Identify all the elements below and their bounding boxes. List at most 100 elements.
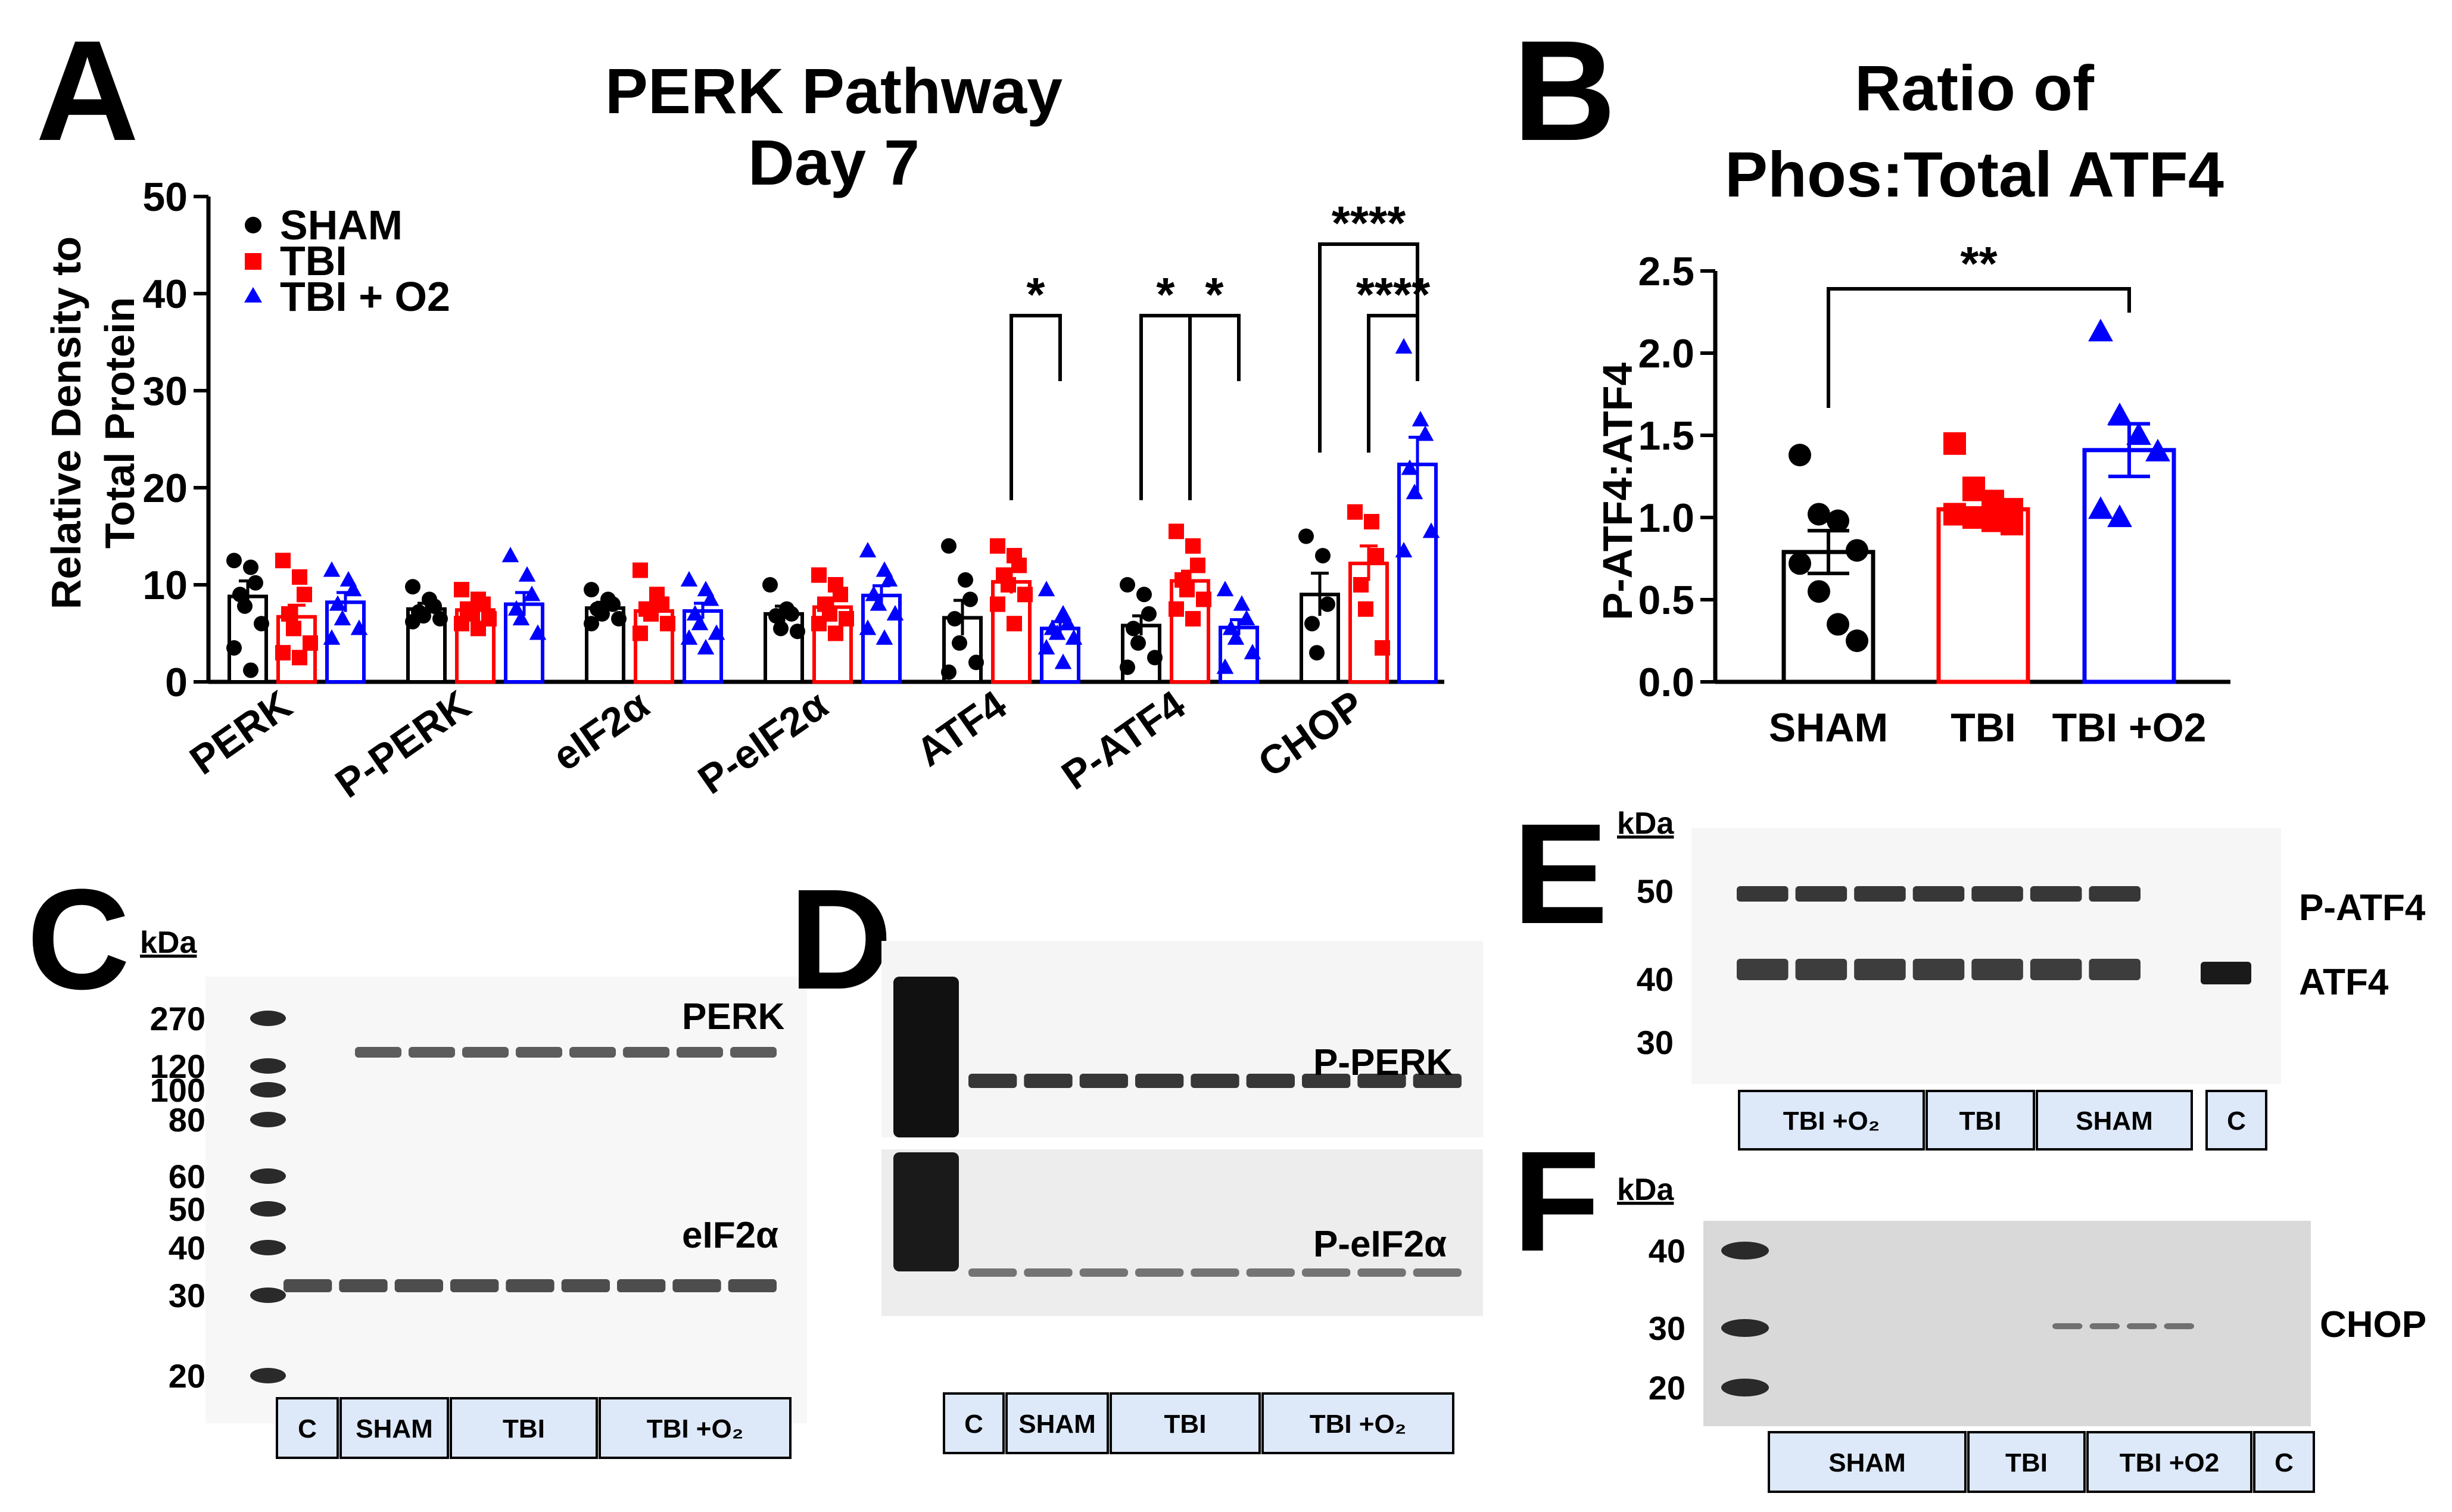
panel-f: F kDa 40 30 20 CHOP SHAM TBI TBI +O2 C <box>1513 1121 2426 1493</box>
panel-c-ladder-band <box>250 1011 286 1026</box>
point-b-sham <box>1808 580 1830 603</box>
point-p-atf4-tbi-o2 <box>1238 610 1255 626</box>
point-b-sham <box>1846 539 1868 562</box>
panel-c-bands <box>283 1047 777 1292</box>
panel-a-ytick-label-50: 50 <box>142 174 188 220</box>
panel-c-blot <box>205 977 807 1423</box>
panel-f-ladder <box>1721 1242 1769 1396</box>
panel-b-category-tbi-o2: TBI +O2 <box>2052 705 2207 750</box>
panel-f-lane-label-sham: SHAM <box>1828 1448 1906 1477</box>
panel-b: B Ratio of Phos:Total ATF4 P-ATF4:ATF4 0… <box>1513 11 2230 750</box>
panel-e-patf4-band <box>1737 886 1789 902</box>
panel-a-ytick-label-10: 10 <box>142 563 188 608</box>
panel-c-ladder-band <box>250 1240 286 1255</box>
point-atf4-sham <box>952 635 967 651</box>
point-chop-tbi <box>1358 601 1373 617</box>
point-eif2-sham <box>584 616 599 632</box>
bar-chop-tbi-o2 <box>1397 462 1438 684</box>
panel-b-significance: ** <box>1827 237 2131 408</box>
sig-label-chop-3: **** <box>1332 197 1406 250</box>
point-p-atf4-tbi-o2 <box>1227 629 1245 645</box>
panel-e-atf4-band <box>1795 959 1847 980</box>
panel-e-band-patf4: P-ATF4 <box>2299 887 2426 928</box>
point-perk-tbi <box>292 569 307 585</box>
panel-d-peif2a-band <box>1302 1268 1351 1277</box>
sig-bracket-b <box>1827 287 2131 408</box>
point-p-perk-tbi <box>454 616 469 632</box>
panel-d-pperk-band <box>1413 1074 1462 1088</box>
panel-c-ladder-band <box>250 1112 286 1127</box>
point-p-eif2-sham <box>784 606 799 622</box>
panel-c-marker-50: 50 <box>169 1190 205 1228</box>
panel-a-legend: SHAM TBI TBI + O2 <box>244 202 450 320</box>
point-perk-sham <box>226 553 242 569</box>
panel-a-title-line2: Day 7 <box>748 126 920 198</box>
panel-d-pperk-band <box>1024 1074 1073 1088</box>
point-atf4-sham <box>941 538 957 554</box>
panel-d-peif2a-band <box>1246 1268 1295 1277</box>
panel-c-eif2a-band <box>561 1279 610 1292</box>
point-chop-sham <box>1315 548 1331 564</box>
sig-bracket-chop-4 <box>1367 314 1419 453</box>
panel-d-peif2a-band <box>1024 1268 1073 1277</box>
point-p-atf4-tbi <box>1190 557 1205 573</box>
point-chop-tbi <box>1364 514 1379 530</box>
panel-f-lane-box-tbi-o2 <box>2086 1431 2252 1493</box>
point-eif2-tbi <box>633 562 648 578</box>
point-p-atf4-tbi <box>1185 611 1201 627</box>
panel-a-ylabel-line1: Relative Density to <box>43 236 89 609</box>
panel-f-chop-band <box>2052 1323 2083 1329</box>
point-p-atf4-tbi-o2 <box>1216 581 1234 597</box>
point-b-tbi <box>1981 490 2004 513</box>
panel-f-ladder-band <box>1721 1379 1769 1396</box>
panel-d-ladder-top <box>893 977 959 1137</box>
panel-c-marker-40: 40 <box>169 1229 205 1267</box>
panel-f-marker-30: 30 <box>1649 1310 1685 1347</box>
panel-e-blot <box>1691 828 2281 1084</box>
panel-d-pperk-band <box>1302 1074 1351 1088</box>
bar-b-tbi-o2 <box>2082 448 2176 684</box>
point-chop-sham <box>1309 645 1325 661</box>
point-perk-tbi <box>281 606 297 622</box>
panel-a-category-atf4: ATF4 <box>908 682 1015 775</box>
panel-e-marker-labels: 50 40 30 <box>1637 872 1674 1061</box>
point-p-atf4-tbi-o2 <box>1244 644 1261 660</box>
point-p-atf4-sham <box>1141 606 1157 622</box>
panel-c-lane-label-sham: SHAM <box>356 1414 433 1444</box>
panel-c-lane-box-c <box>276 1397 339 1459</box>
point-chop-tbi <box>1347 504 1363 520</box>
point-p-eif2-tbi <box>811 567 827 583</box>
point-atf4-tbi-o2 <box>1037 639 1055 654</box>
point-perk-sham <box>243 662 258 678</box>
panel-b-ytick-label-0-0: 0.0 <box>1638 660 1694 705</box>
panel-c-ladder-band <box>250 1201 286 1217</box>
point-p-eif2-tbi <box>833 587 848 603</box>
point-perk-tbi-o2 <box>344 581 362 597</box>
point-chop-sham <box>1304 616 1320 632</box>
panel-d-band-pperk: P-PERK <box>1313 1042 1453 1083</box>
point-p-atf4-tbi <box>1179 582 1195 598</box>
panel-e-patf4-band <box>1912 886 1965 902</box>
panel-c-eif2a-band <box>339 1279 388 1292</box>
panel-b-title-line1: Ratio of <box>1855 52 2095 124</box>
legend-tbio2-marker <box>244 287 262 303</box>
point-chop-sham <box>1298 528 1314 544</box>
sig-bracket-p-atf4-1 <box>1139 314 1192 500</box>
point-b-tbi-o2 <box>2126 422 2151 445</box>
panel-e-bands <box>1737 886 2251 984</box>
point-p-eif2-tbi <box>839 611 854 627</box>
point-p-atf4-sham <box>1120 659 1135 675</box>
panel-e-lane-labels: TBI +O₂ TBI SHAM C <box>1738 1090 2267 1151</box>
point-p-perk-sham <box>405 579 420 595</box>
panel-d-lane-box-c <box>943 1392 1005 1454</box>
panel-c-lane-box-tbi-o <box>599 1397 792 1459</box>
point-eif2-sham <box>611 611 627 627</box>
legend-sham-marker <box>245 217 261 233</box>
panel-e-patf4-band <box>2030 886 2082 902</box>
point-eif2-tbi-o2 <box>691 615 709 631</box>
panel-d-lane-label-tbi: TBI <box>1164 1410 1207 1439</box>
panel-b-category-tbi: TBI <box>1951 705 2016 750</box>
panel-f-marker-20: 20 <box>1649 1369 1685 1407</box>
panel-d-peif2a-band <box>1357 1268 1406 1277</box>
panel-e-kda: kDa <box>1617 806 1674 841</box>
